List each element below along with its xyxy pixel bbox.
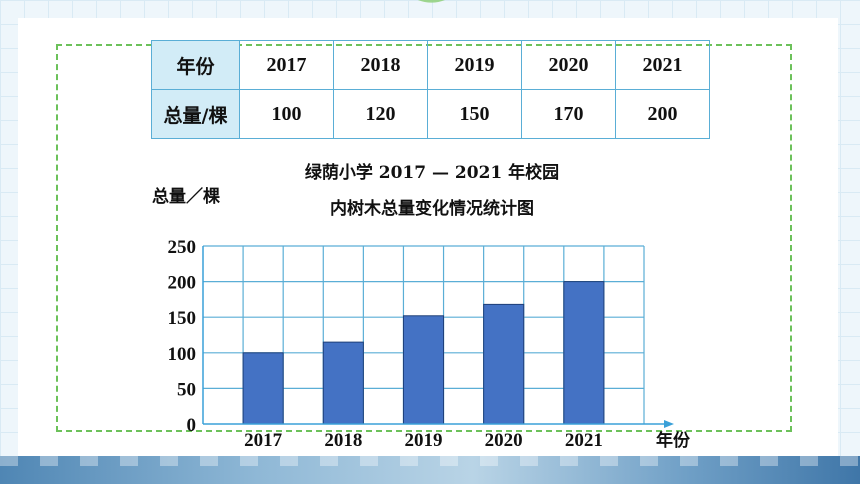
table-row-totals: 总量/棵 100 120 150 170 200: [151, 89, 710, 139]
bar: [402, 315, 445, 425]
table-header-total: 总量/棵: [151, 89, 240, 139]
y-tick-label: 100: [168, 344, 197, 365]
table-cell: 2017: [239, 40, 334, 90]
chart-title-line-2: 内树木总量变化情况统计图: [330, 198, 534, 219]
tick-labels: 0 50 100 150 200 250 2017 2018 2019 2020 2021: [168, 237, 603, 451]
bar: [563, 281, 605, 425]
table-cell: 2020: [521, 40, 616, 90]
bottom-decor-band: [0, 456, 860, 484]
y-tick-label: 150: [168, 308, 197, 329]
leaf-decoration: [418, 0, 445, 3]
table-cell: 120: [333, 89, 428, 139]
bars: [242, 281, 605, 425]
bar: [483, 303, 525, 425]
table-cell: 100: [239, 89, 334, 139]
table-cell: 2019: [427, 40, 522, 90]
x-tick-label: 2020: [485, 430, 523, 451]
data-table: 年份 2017 2018 2019 2020 2021 总量/棵 100 120…: [151, 40, 710, 139]
table-cell: 2021: [615, 40, 710, 90]
y-tick-label: 0: [187, 415, 197, 436]
table-cell: 170: [521, 89, 616, 139]
x-axis-title: 年份: [656, 430, 691, 451]
bar: [242, 352, 284, 425]
x-tick-label: 2017: [244, 430, 283, 451]
x-tick-label: 2021: [565, 430, 603, 451]
table-cell: 200: [615, 89, 710, 139]
table-header-year: 年份: [151, 40, 240, 90]
bar: [322, 341, 364, 425]
axes: [202, 246, 674, 428]
y-tick-label: 250: [168, 237, 197, 258]
x-tick-label: 2019: [405, 430, 443, 451]
table-row-years: 年份 2017 2018 2019 2020 2021: [151, 40, 710, 90]
x-tick-label: 2018: [324, 430, 362, 451]
x-axis-arrow: [664, 420, 674, 428]
chart-title-line-1: 绿荫小学 2017 — 2021 年校园: [305, 162, 559, 183]
y-tick-label: 200: [168, 273, 197, 294]
table-cell: 2018: [333, 40, 428, 90]
y-axis-title: 总量／棵: [152, 186, 220, 207]
table-cell: 150: [427, 89, 522, 139]
y-tick-label: 50: [177, 379, 196, 400]
